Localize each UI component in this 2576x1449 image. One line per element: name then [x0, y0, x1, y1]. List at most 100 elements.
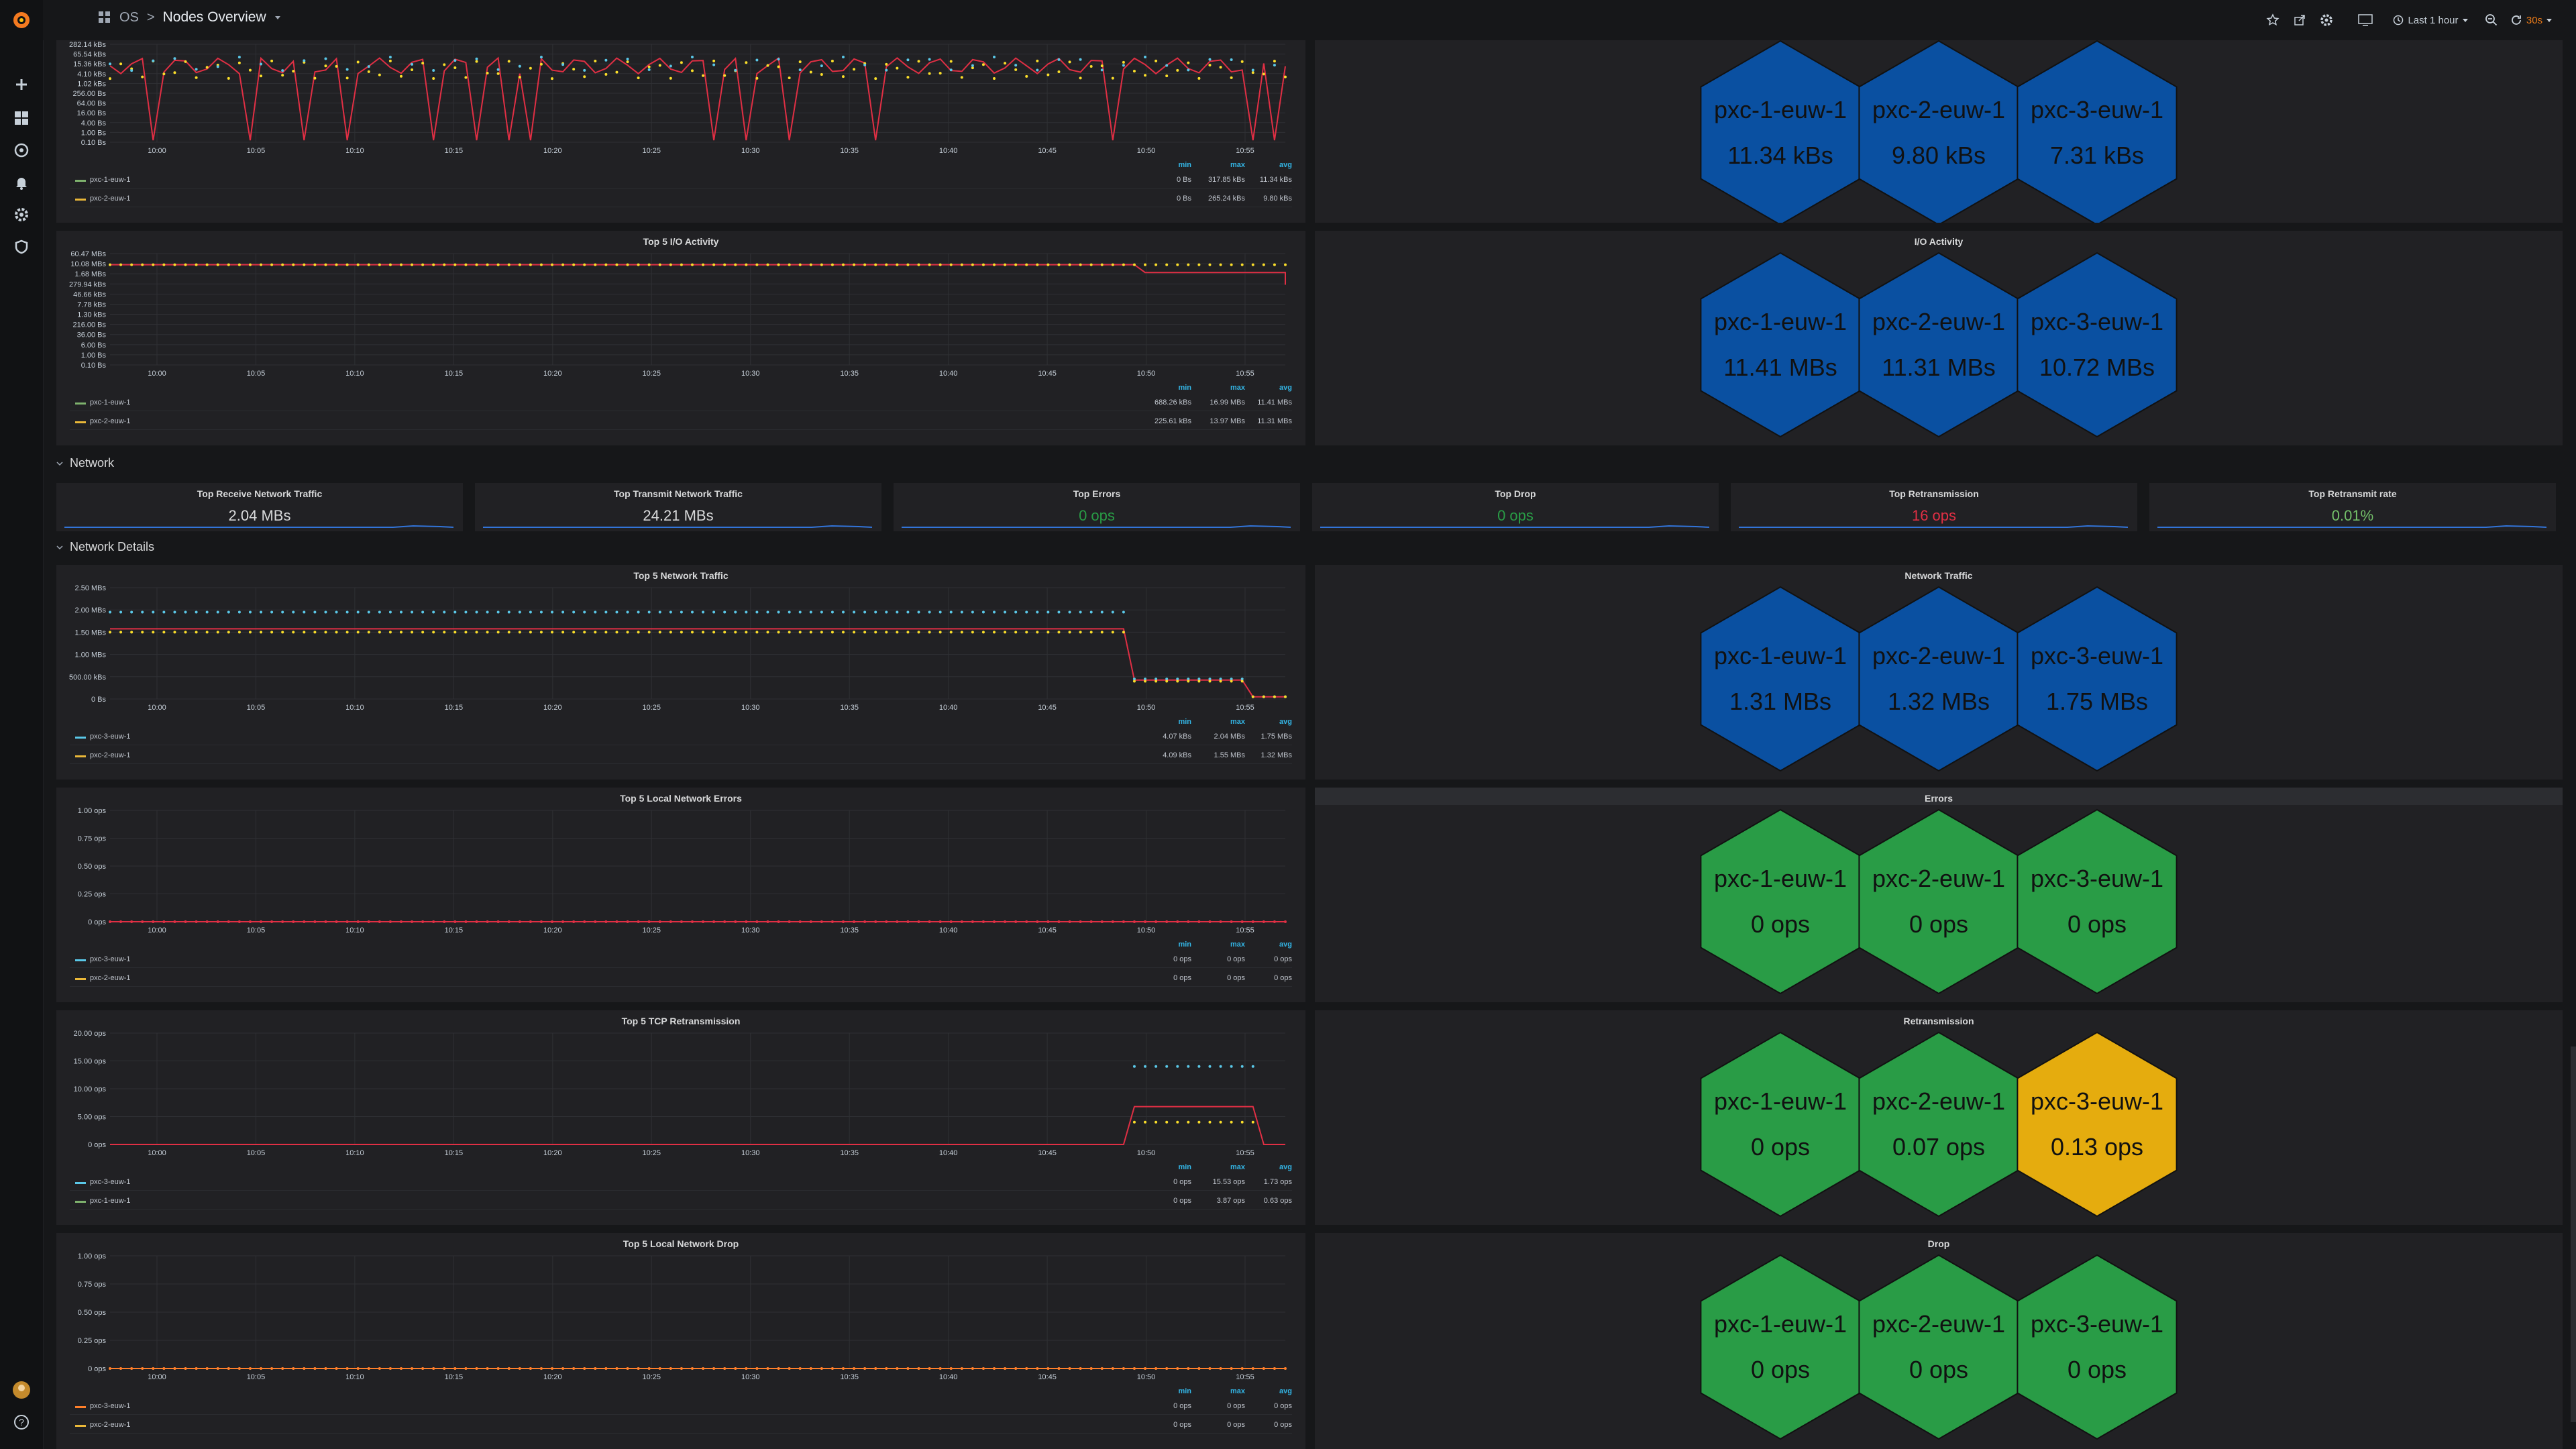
legend-header-avg[interactable]: avg: [1279, 1387, 1292, 1395]
graph-canvas[interactable]: 1.00 ops 0.75 ops 0.50 ops 0.25 ops 0 ops 10:…: [56, 788, 1305, 936]
hexagon-panel-disk[interactable]: pxc-1-euw-1 11.34 kBs pxc-2-euw-1 9.80 kBs p…: [1315, 40, 2563, 223]
hexagon-pxc-1-euw-1[interactable]: pxc-1-euw-1 11.34 kBs: [1700, 40, 1861, 223]
legend-header-avg[interactable]: avg: [1279, 941, 1292, 949]
hexagon-pxc-3-euw-1[interactable]: pxc-3-euw-1 0 ops: [2017, 1254, 2178, 1440]
panel-title[interactable]: Retransmission: [1903, 1016, 1974, 1026]
hexagon-pxc-3-euw-1[interactable]: pxc-3-euw-1 1.75 MBs: [2017, 586, 2178, 772]
graph-canvas[interactable]: 60.47 MBs 10.08 MBs 1.68 MBs 279.94 kBs 46.6…: [56, 231, 1305, 380]
hexagon-panel-io-activity[interactable]: I/O Activity pxc-1-euw-1 11.41 MBs pxc-2-eu…: [1315, 231, 2563, 445]
hexagon-pxc-3-euw-1[interactable]: pxc-3-euw-1 7.31 kBs: [2017, 40, 2178, 223]
hexagon-pxc-3-euw-1[interactable]: pxc-3-euw-1 10.72 MBs: [2017, 252, 2178, 438]
plus-icon[interactable]: [8, 71, 35, 98]
zoom-out-icon[interactable]: [2481, 9, 2502, 31]
breadcrumb-folder[interactable]: OS: [119, 9, 139, 25]
hexagon-pxc-1-euw-1[interactable]: pxc-1-euw-1 11.41 MBs: [1700, 252, 1861, 438]
legend-header-avg[interactable]: avg: [1279, 1163, 1292, 1171]
legend-item[interactable]: pxc-2-euw-1 0 ops 0 ops 0 ops: [70, 971, 1292, 987]
hexagon-panel-drop[interactable]: Drop pxc-1-euw-1 0 ops pxc-2-euw-1 0 ops pxc-…: [1315, 1233, 2563, 1449]
graph-canvas[interactable]: 20.00 ops 15.00 ops 10.00 ops 5.00 ops 0 ops…: [56, 1010, 1305, 1159]
gear-icon[interactable]: [8, 201, 35, 228]
legend-header-avg[interactable]: avg: [1279, 384, 1292, 392]
legend-header-min[interactable]: min: [1178, 941, 1191, 949]
graph-canvas[interactable]: 2.50 MBs 2.00 MBs 1.50 MBs 1.00 MBs 500.00 k…: [56, 565, 1305, 714]
panel-title[interactable]: Top 5 Network Traffic: [633, 570, 729, 581]
refresh-picker[interactable]: 30s: [2508, 9, 2555, 31]
row-network[interactable]: Network: [56, 456, 114, 470]
legend-item[interactable]: pxc-1-euw-1 0 ops 3.87 ops 0.63 ops: [70, 1194, 1292, 1210]
legend-header-min[interactable]: min: [1178, 718, 1191, 726]
graph-panel-disk[interactable]: 282.14 kBs 65.54 kBs 15.36 kBs 4.10 kBs 1.02…: [56, 40, 1305, 223]
legend-item[interactable]: pxc-3-euw-1 4.07 kBs 2.04 MBs 1.75 MBs: [70, 730, 1292, 745]
scrollbar[interactable]: [2571, 1046, 2576, 1422]
panel-title[interactable]: Top 5 TCP Retransmission: [621, 1016, 741, 1026]
legend-item[interactable]: pxc-2-euw-1 0 Bs 265.24 kBs 9.80 kBs: [70, 192, 1292, 207]
legend-header-avg[interactable]: avg: [1279, 718, 1292, 726]
share-icon[interactable]: [2289, 9, 2310, 31]
panel-title[interactable]: Top 5 Local Network Drop: [623, 1238, 739, 1249]
stat-top-transmit[interactable]: Top Transmit Network Traffic 24.21 MBs: [475, 483, 881, 531]
panel-title[interactable]: I/O Activity: [1914, 236, 1964, 247]
stat-top-receive[interactable]: Top Receive Network Traffic 2.04 MBs: [56, 483, 463, 531]
legend-header-max[interactable]: max: [1230, 718, 1245, 726]
grafana-logo-icon[interactable]: [8, 7, 35, 34]
stat-top-errors[interactable]: Top Errors 0 ops: [894, 483, 1300, 531]
legend-header-max[interactable]: max: [1230, 384, 1245, 392]
panel-title[interactable]: Network Traffic: [1904, 570, 1973, 581]
hexagon-pxc-3-euw-1[interactable]: pxc-3-euw-1 0.13 ops: [2017, 1031, 2178, 1218]
hexagon-panel-network-traffic[interactable]: Network Traffic pxc-1-euw-1 1.31 MBs pxc-2-…: [1315, 565, 2563, 780]
help-icon[interactable]: ?: [8, 1409, 35, 1436]
legend-header-avg[interactable]: avg: [1279, 161, 1292, 169]
panel-title[interactable]: Drop: [1927, 1238, 1950, 1249]
legend-item[interactable]: pxc-3-euw-1 0 ops 15.53 ops 1.73 ops: [70, 1175, 1292, 1191]
graph-canvas[interactable]: 1.00 ops 0.75 ops 0.50 ops 0.25 ops 0 ops 10:…: [56, 1233, 1305, 1383]
hexagon-pxc-2-euw-1[interactable]: pxc-2-euw-1 0 ops: [1858, 808, 2019, 995]
hexagon-pxc-2-euw-1[interactable]: pxc-2-euw-1 9.80 kBs: [1858, 40, 2019, 223]
legend-header-min[interactable]: min: [1178, 1163, 1191, 1171]
bell-icon[interactable]: [8, 169, 35, 196]
graph-panel-network-errors[interactable]: Top 5 Local Network Errors 1.00 ops 0.75 o…: [56, 788, 1305, 1002]
legend-header-max[interactable]: max: [1230, 941, 1245, 949]
legend-header-max[interactable]: max: [1230, 161, 1245, 169]
legend-item[interactable]: pxc-1-euw-1 688.26 kBs 16.99 MBs 11.41 MBs: [70, 396, 1292, 411]
graph-panel-io-activity[interactable]: Top 5 I/O Activity 60.47 MBs 10.08 MBs 1.68…: [56, 231, 1305, 445]
legend-header-min[interactable]: min: [1178, 384, 1191, 392]
hexagon-panel-retransmission[interactable]: Retransmission pxc-1-euw-1 0 ops pxc-2-euw-…: [1315, 1010, 2563, 1225]
legend-item[interactable]: pxc-2-euw-1 0 ops 0 ops 0 ops: [70, 1418, 1292, 1434]
hexagon-pxc-1-euw-1[interactable]: pxc-1-euw-1 0 ops: [1700, 808, 1861, 995]
graph-panel-network-drop[interactable]: Top 5 Local Network Drop 1.00 ops 0.75 ops…: [56, 1233, 1305, 1449]
legend-header-max[interactable]: max: [1230, 1163, 1245, 1171]
avatar[interactable]: [8, 1377, 35, 1403]
caret-down-icon[interactable]: [274, 14, 281, 21]
settings-icon[interactable]: [2316, 9, 2337, 31]
tv-mode-icon[interactable]: [2353, 9, 2377, 31]
hexagon-pxc-2-euw-1[interactable]: pxc-2-euw-1 0.07 ops: [1858, 1031, 2019, 1218]
legend-item[interactable]: pxc-2-euw-1 225.61 kBs 13.97 MBs 11.31 MBs: [70, 415, 1292, 430]
panel-title[interactable]: Top 5 Local Network Errors: [620, 793, 742, 804]
hexagon-panel-errors[interactable]: Errors pxc-1-euw-1 0 ops pxc-2-euw-1 0 ops px…: [1315, 788, 2563, 1002]
graph-panel-network-traffic[interactable]: Top 5 Network Traffic 2.50 MBs 2.00 MBs 1.5…: [56, 565, 1305, 780]
graph-panel-tcp-retransmission[interactable]: Top 5 TCP Retransmission 20.00 ops 15.00 o…: [56, 1010, 1305, 1225]
panel-title[interactable]: Errors: [1924, 793, 1953, 804]
explore-icon[interactable]: [8, 137, 35, 164]
star-icon[interactable]: [2262, 9, 2284, 31]
legend-item[interactable]: pxc-3-euw-1 0 ops 0 ops 0 ops: [70, 953, 1292, 968]
hexagon-pxc-2-euw-1[interactable]: pxc-2-euw-1 1.32 MBs: [1858, 586, 2019, 772]
dashboard-title[interactable]: Nodes Overview: [162, 9, 266, 25]
stat-top-drop[interactable]: Top Drop 0 ops: [1312, 483, 1719, 531]
panel-title[interactable]: Top 5 I/O Activity: [643, 236, 719, 247]
legend-item[interactable]: pxc-3-euw-1 0 ops 0 ops 0 ops: [70, 1399, 1292, 1415]
stat-top-retransmit-rate[interactable]: Top Retransmit rate 0.01%: [2149, 483, 2556, 531]
legend-header-min[interactable]: min: [1178, 1387, 1191, 1395]
stat-top-retransmission[interactable]: Top Retransmission 16 ops: [1731, 483, 2137, 531]
shield-icon[interactable]: [8, 233, 35, 260]
legend-item[interactable]: pxc-1-euw-1 0 Bs 317.85 kBs 11.34 kBs: [70, 173, 1292, 189]
row-network-details[interactable]: Network Details: [56, 540, 154, 554]
legend-header-max[interactable]: max: [1230, 1387, 1245, 1395]
time-picker[interactable]: Last 1 hour: [2387, 9, 2474, 31]
dashboards-icon[interactable]: [8, 105, 35, 131]
hexagon-pxc-1-euw-1[interactable]: pxc-1-euw-1 0 ops: [1700, 1254, 1861, 1440]
apps-icon[interactable]: [98, 11, 111, 24]
hexagon-pxc-2-euw-1[interactable]: pxc-2-euw-1 0 ops: [1858, 1254, 2019, 1440]
hexagon-pxc-1-euw-1[interactable]: pxc-1-euw-1 0 ops: [1700, 1031, 1861, 1218]
